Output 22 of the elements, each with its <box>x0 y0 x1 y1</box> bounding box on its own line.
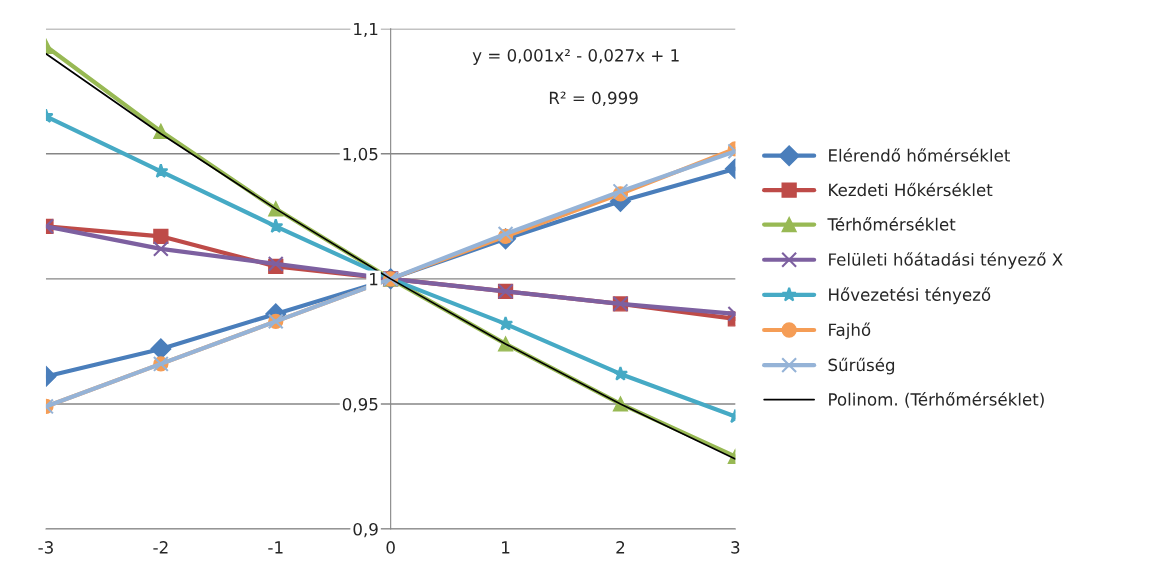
y-tick-label: 1,1 <box>354 22 378 38</box>
annotation: R² = 0,999 <box>549 91 638 106</box>
y-tick-label: 0,95 <box>342 397 378 413</box>
legend-label: Fajhő <box>829 322 871 340</box>
legend-label: Felületi hőátadási tényező X <box>829 252 1063 270</box>
y-tick-label: 0,9 <box>353 522 378 538</box>
y-tick-label: 1 <box>370 273 378 286</box>
legend-label: Térhőmérséklet <box>827 217 956 231</box>
legend-label: Elérendő hőmérséklet <box>829 148 1010 162</box>
x-tick-label: 2 <box>616 541 625 554</box>
y-tick-label: 1,05 <box>343 147 378 163</box>
legend-label: Hővezetési tényező <box>829 287 991 305</box>
legend-label: Sűrűség <box>828 357 895 375</box>
x-tick-label: 1 <box>502 541 510 554</box>
x-tick-label: 0 <box>386 541 395 554</box>
legend-label: Kezdeti Hőkérséklet <box>829 182 993 197</box>
x-tick-label: -1 <box>268 541 283 554</box>
x-tick-label: -3 <box>38 541 53 554</box>
legend-label: Polinom. (Térhőmérséklet) <box>829 392 1044 408</box>
x-tick-label: 3 <box>731 541 740 554</box>
x-tick-label: -2 <box>153 541 168 554</box>
annotation: y = 0,001x² - 0,027x + 1 <box>472 49 679 65</box>
